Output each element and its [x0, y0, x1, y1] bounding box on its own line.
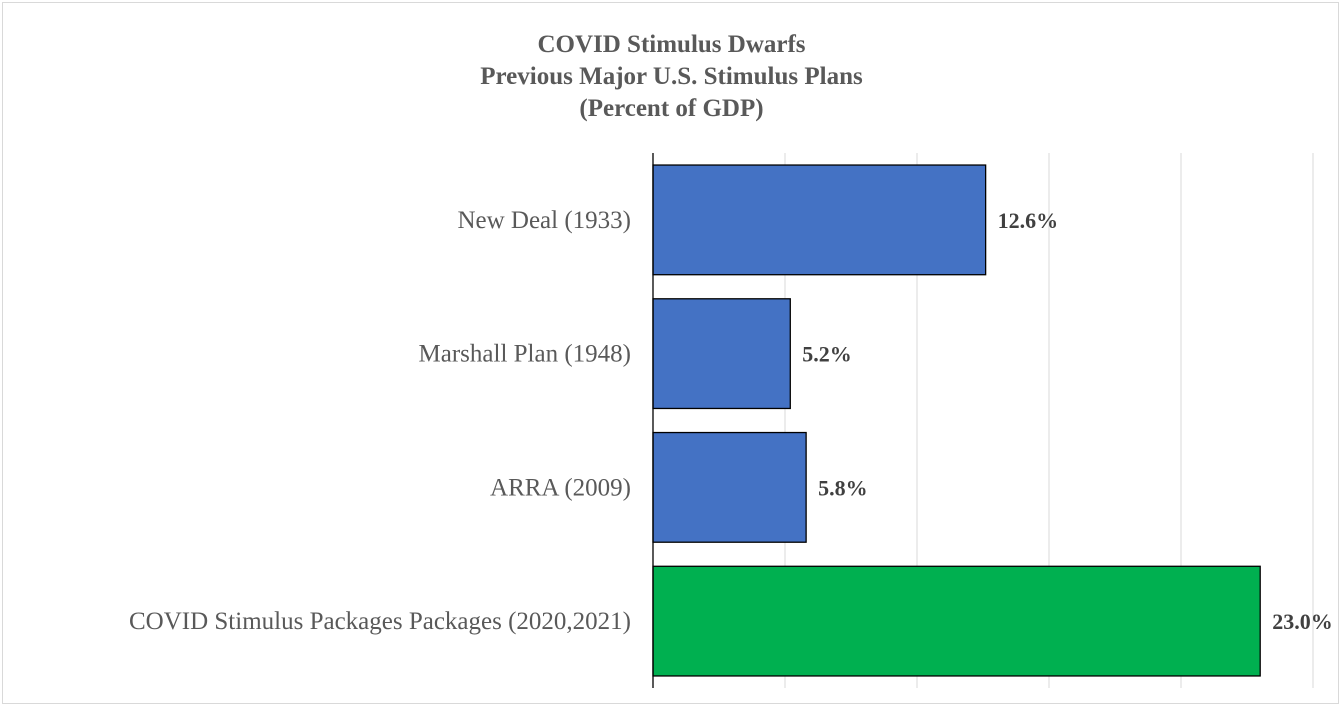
bar: [652, 298, 791, 410]
category-label: Marshall Plan (1948): [419, 341, 631, 368]
chart-title-line-1: COVID Stimulus Dwarfs: [537, 31, 806, 58]
chart-title-line-2: Previous Major U.S. Stimulus Plans: [480, 63, 863, 90]
category-label: New Deal (1933): [457, 207, 631, 234]
data-label: 5.2%: [802, 342, 852, 367]
data-label: 12.6%: [998, 208, 1059, 233]
data-label: 23.0%: [1272, 609, 1333, 634]
bar: [652, 565, 1261, 677]
chart-title-line-3: (Percent of GDP): [579, 95, 764, 122]
chart-title: COVID Stimulus Dwarfs Previous Major U.S…: [3, 29, 1340, 125]
bar: [652, 431, 807, 543]
plot-area: New Deal (1933) 12.6% Marshall Plan (1948)…: [129, 153, 1333, 688]
bar: [652, 164, 987, 276]
data-label: 5.8%: [818, 475, 868, 500]
category-label: ARRA (2009): [490, 474, 631, 501]
category-label: COVID Stimulus Packages Packages (2020,2…: [129, 608, 631, 635]
